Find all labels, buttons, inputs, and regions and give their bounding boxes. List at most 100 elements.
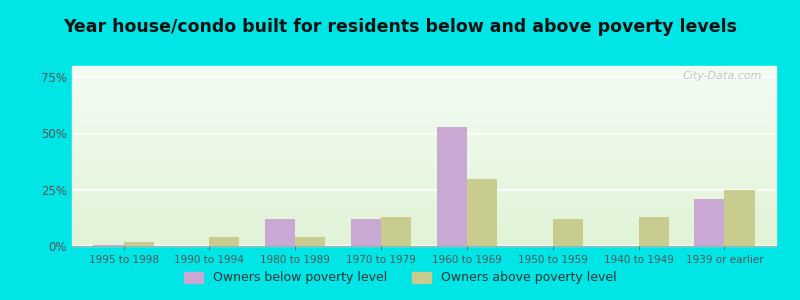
Bar bbox=[72, 227, 776, 228]
Bar bbox=[72, 90, 776, 91]
Bar bbox=[72, 105, 776, 106]
Bar bbox=[72, 160, 776, 161]
Bar bbox=[72, 121, 776, 122]
Bar bbox=[72, 170, 776, 171]
Bar bbox=[72, 159, 776, 160]
Bar bbox=[351, 219, 381, 246]
Bar bbox=[72, 193, 776, 194]
Bar bbox=[72, 153, 776, 154]
Bar bbox=[72, 128, 776, 129]
Bar bbox=[72, 130, 776, 131]
Bar bbox=[72, 114, 776, 115]
Bar bbox=[72, 226, 776, 227]
Text: City-Data.com: City-Data.com bbox=[682, 71, 762, 81]
Bar bbox=[72, 217, 776, 218]
Bar bbox=[72, 230, 776, 231]
Bar bbox=[72, 83, 776, 84]
Bar bbox=[72, 98, 776, 99]
Bar bbox=[72, 223, 776, 224]
Bar bbox=[72, 202, 776, 203]
Bar bbox=[72, 124, 776, 125]
Bar bbox=[72, 235, 776, 236]
Bar bbox=[72, 113, 776, 114]
Bar bbox=[72, 142, 776, 143]
Bar bbox=[72, 125, 776, 126]
Bar bbox=[72, 84, 776, 85]
Bar bbox=[72, 231, 776, 232]
Bar bbox=[72, 189, 776, 190]
Bar bbox=[72, 182, 776, 183]
Bar bbox=[72, 172, 776, 173]
Bar bbox=[72, 147, 776, 148]
Bar bbox=[72, 99, 776, 100]
Bar bbox=[72, 127, 776, 128]
Bar bbox=[72, 161, 776, 162]
Bar bbox=[72, 141, 776, 142]
Bar bbox=[72, 203, 776, 204]
Legend: Owners below poverty level, Owners above poverty level: Owners below poverty level, Owners above… bbox=[178, 265, 622, 291]
Bar bbox=[72, 204, 776, 205]
Bar bbox=[72, 195, 776, 196]
Bar bbox=[72, 176, 776, 177]
Bar bbox=[72, 215, 776, 216]
Bar bbox=[72, 165, 776, 166]
Bar bbox=[265, 219, 295, 246]
Bar bbox=[72, 232, 776, 233]
Bar bbox=[72, 178, 776, 179]
Bar bbox=[72, 80, 776, 81]
Bar bbox=[72, 71, 776, 72]
Bar bbox=[72, 96, 776, 97]
Bar bbox=[72, 135, 776, 136]
Bar bbox=[72, 162, 776, 163]
Bar bbox=[72, 74, 776, 75]
Bar bbox=[72, 154, 776, 155]
Bar bbox=[72, 156, 776, 157]
Bar bbox=[72, 110, 776, 111]
Bar bbox=[72, 242, 776, 243]
Bar bbox=[72, 132, 776, 133]
Bar bbox=[72, 199, 776, 200]
Bar bbox=[72, 123, 776, 124]
Bar bbox=[72, 140, 776, 141]
Bar bbox=[72, 238, 776, 239]
Bar bbox=[72, 243, 776, 244]
Bar bbox=[72, 143, 776, 144]
Bar bbox=[72, 91, 776, 92]
Bar bbox=[72, 184, 776, 185]
Bar bbox=[72, 240, 776, 241]
Bar bbox=[72, 192, 776, 193]
Bar bbox=[72, 208, 776, 209]
Bar bbox=[72, 167, 776, 168]
Bar bbox=[72, 194, 776, 195]
Bar bbox=[72, 163, 776, 164]
Bar bbox=[72, 206, 776, 207]
Bar bbox=[72, 133, 776, 134]
Bar bbox=[72, 186, 776, 187]
Bar bbox=[72, 171, 776, 172]
Bar bbox=[72, 173, 776, 174]
Bar bbox=[72, 190, 776, 191]
Bar bbox=[72, 209, 776, 210]
Bar bbox=[72, 174, 776, 175]
Bar bbox=[72, 109, 776, 110]
Bar bbox=[72, 168, 776, 169]
Bar bbox=[72, 70, 776, 71]
Bar bbox=[72, 183, 776, 184]
Bar bbox=[72, 77, 776, 78]
Bar bbox=[72, 104, 776, 105]
Bar bbox=[72, 164, 776, 165]
Bar bbox=[553, 219, 583, 246]
Bar bbox=[72, 122, 776, 123]
Bar bbox=[72, 103, 776, 104]
Bar bbox=[437, 127, 467, 246]
Bar bbox=[72, 81, 776, 82]
Bar bbox=[72, 201, 776, 202]
Bar bbox=[694, 199, 725, 246]
Bar bbox=[72, 185, 776, 186]
Bar bbox=[94, 245, 123, 246]
Bar bbox=[72, 187, 776, 188]
Bar bbox=[72, 139, 776, 140]
Bar bbox=[72, 160, 776, 161]
Bar bbox=[72, 157, 776, 158]
Bar bbox=[72, 86, 776, 87]
